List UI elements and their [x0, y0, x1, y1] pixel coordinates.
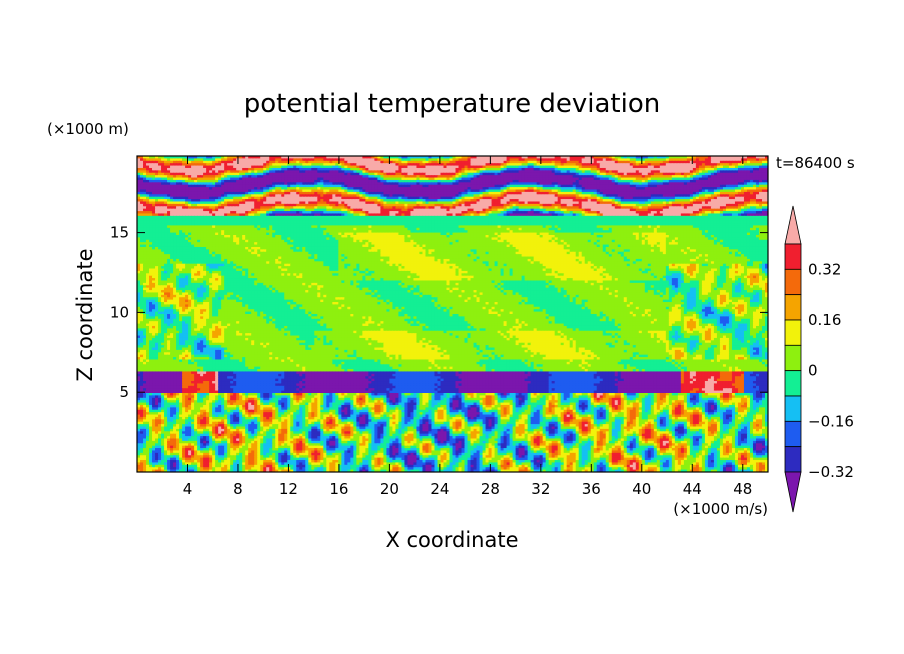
y-axis: 5 10 15 [110, 224, 768, 401]
y-tick-label: 10 [110, 303, 129, 321]
x-tick-label: 36 [582, 480, 601, 498]
x-tick-label: 24 [430, 480, 449, 498]
y-tick-label: 15 [110, 224, 129, 242]
colorbar-min-triangle [784, 471, 802, 513]
chart-title: potential temperature deviation [244, 89, 660, 119]
y-axis-label: Z coordinate [73, 248, 97, 381]
colorbar-tick-label: 0.16 [808, 311, 841, 329]
plot-frame [136, 155, 769, 473]
colorbar-swatch [784, 268, 802, 296]
colorbar-max-triangle [784, 205, 802, 245]
x-tick-label: 12 [279, 480, 298, 498]
x-tick-label: 48 [733, 480, 752, 498]
colorbar-swatch [784, 319, 802, 346]
colorbar-swatch [784, 294, 802, 321]
x-axis: 4 8 12 16 20 24 28 32 36 40 44 48 [183, 156, 752, 498]
colorbar-tick-label: −0.32 [808, 463, 854, 481]
x-tick-label: 40 [632, 480, 651, 498]
x-tick-label: 32 [531, 480, 550, 498]
colorbar-swatch [784, 395, 802, 422]
x-tick-label: 20 [380, 480, 399, 498]
y-unit-label: (×1000 m) [47, 120, 129, 138]
colorbar-tick-label: 0 [808, 362, 818, 380]
x-axis-label: X coordinate [385, 528, 518, 552]
y-tick-label: 5 [119, 383, 129, 401]
colorbar-swatch [784, 446, 802, 473]
x-tick-label: 28 [481, 480, 500, 498]
colorbar-swatch [784, 243, 802, 270]
x-tick-label: 4 [183, 480, 193, 498]
x-tick-label: 8 [233, 480, 243, 498]
x-tick-label: 16 [329, 480, 348, 498]
colorbar: 0.32 0.16 0 −0.16 −0.32 [784, 205, 854, 513]
time-label: t=86400 s [776, 154, 855, 172]
colorbar-tick-label: −0.16 [808, 412, 854, 430]
colorbar-swatch [784, 344, 802, 372]
temperature-field [137, 156, 768, 472]
colorbar-swatch [784, 370, 802, 397]
x-tick-label: 44 [683, 480, 702, 498]
x-unit-label: (×1000 m/s) [673, 500, 768, 518]
colorbar-tick-label: 0.32 [808, 260, 841, 278]
colorbar-swatch [784, 420, 802, 448]
